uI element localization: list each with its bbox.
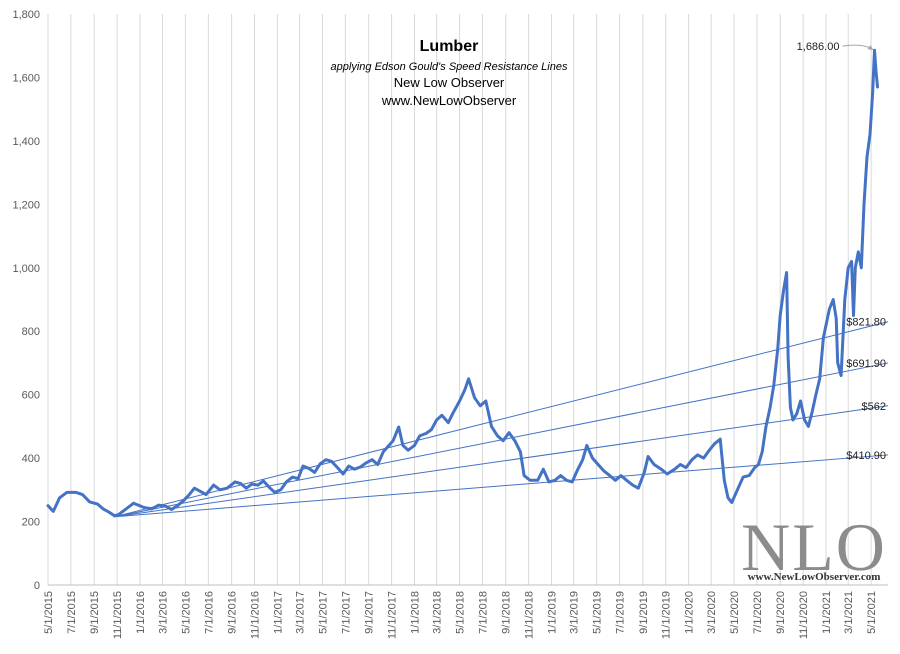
x-tick-label: 3/1/2019	[569, 591, 581, 634]
y-tick-label: 1,000	[12, 263, 40, 275]
resistance-label: $821.80	[846, 317, 886, 329]
chart-title: Lumber	[420, 38, 479, 55]
y-tick-label: 600	[22, 390, 40, 402]
x-tick-label: 3/1/2016	[158, 591, 170, 634]
chart-credit-url: www.NewLowObserver	[381, 93, 517, 108]
resistance-label: $562	[862, 401, 886, 413]
x-tick-label: 7/1/2016	[203, 591, 215, 634]
y-tick-label: 1,200	[12, 199, 40, 211]
x-tick-label: 11/1/2016	[250, 591, 262, 639]
x-tick-label: 7/1/2015	[66, 591, 78, 634]
y-tick-label: 200	[22, 517, 40, 529]
y-tick-label: 0	[34, 580, 40, 592]
x-tick-label: 1/1/2018	[409, 591, 421, 634]
y-tick-label: 400	[22, 453, 40, 465]
x-tick-label: 1/1/2016	[135, 591, 147, 634]
price-line	[46, 48, 879, 518]
x-tick-label: 5/1/2021	[866, 591, 878, 634]
x-tick-label: 11/1/2020	[798, 591, 810, 639]
y-tick-label: 800	[22, 326, 40, 338]
nlo-watermark: NLO www.NewLowObserver.com	[741, 509, 887, 585]
x-tick-label: 9/1/2020	[775, 591, 787, 634]
x-tick-label: 7/1/2017	[340, 591, 352, 634]
resistance-label: $410.90	[846, 450, 886, 462]
price-series	[46, 48, 879, 518]
x-tick-label: 9/1/2018	[501, 591, 513, 634]
x-tick-label: 11/1/2019	[661, 591, 673, 639]
y-tick-label: 1,800	[12, 9, 40, 21]
x-tick-label: 9/1/2017	[364, 591, 376, 634]
x-tick-label: 1/1/2021	[821, 591, 833, 634]
y-tick-label: 1,400	[12, 136, 40, 148]
resistance-line	[114, 405, 889, 518]
x-tick-label: 5/1/2019	[592, 591, 604, 634]
resistance-label: $691.90	[846, 358, 886, 370]
x-tick-label: 1/1/2019	[547, 591, 559, 634]
x-tick-label: 11/1/2018	[524, 591, 536, 639]
y-axis: 0 200 400 600 800 1,000 1,200 1,400 1,600 1,800	[12, 9, 40, 592]
x-tick-label: 3/1/2020	[706, 591, 718, 634]
y-tick-label: 1,600	[12, 72, 40, 84]
x-tick-label: 11/1/2015	[112, 591, 124, 639]
x-tick-label: 9/1/2019	[638, 591, 650, 634]
x-tick-label: 5/1/2020	[729, 591, 741, 634]
x-tick-label: 7/1/2018	[477, 591, 489, 634]
x-axis: 5/1/2015 7/1/2015 9/1/2015 11/1/2015 1/1/201…	[43, 591, 878, 639]
x-tick-label: 3/1/2018	[432, 591, 444, 634]
x-tick-label: 3/1/2017	[295, 591, 307, 634]
x-tick-label: 5/1/2015	[43, 591, 55, 634]
x-tick-label: 5/1/2017	[317, 591, 329, 634]
x-tick-label: 9/1/2015	[89, 591, 101, 634]
annotations: 1,686.00	[797, 41, 874, 53]
x-tick-label: 1/1/2017	[272, 591, 284, 634]
resistance-line	[114, 321, 889, 518]
x-tick-label: 9/1/2016	[227, 591, 239, 634]
x-tick-label: 5/1/2016	[180, 591, 192, 634]
x-tick-label: 11/1/2017	[387, 591, 399, 639]
x-tick-label: 7/1/2020	[752, 591, 764, 634]
x-tick-label: 1/1/2020	[684, 591, 696, 634]
chart-credit-name: New Low Observer	[394, 75, 505, 90]
annotation-arrowhead	[867, 45, 874, 51]
x-tick-label: 5/1/2018	[455, 591, 467, 634]
chart-subtitle: applying Edson Gould's Speed Resistance …	[331, 61, 568, 73]
watermark-logo: NLO	[741, 509, 887, 585]
x-tick-label: 7/1/2019	[615, 591, 627, 634]
peak-label: 1,686.00	[797, 41, 840, 53]
watermark-url: www.NewLowObserver.com	[748, 571, 881, 583]
chart-grid	[47, 14, 888, 586]
x-tick-label: 3/1/2021	[843, 591, 855, 634]
